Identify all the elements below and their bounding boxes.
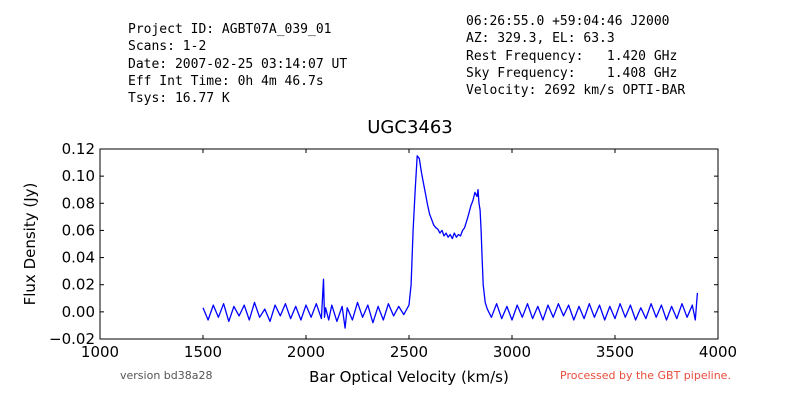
az-el-text: AZ: 329.3, EL: 63.3 [466, 31, 615, 47]
x-tick-label: 1000 [81, 343, 119, 361]
scans-text: Scans: 1-2 [128, 39, 207, 55]
pipeline-credit: Processed by the GBT pipeline. [560, 369, 731, 382]
y-tick-label: 0.02 [62, 276, 95, 294]
x-tick-label: 4000 [699, 343, 737, 361]
x-axis-label: Bar Optical Velocity (km/s) [309, 368, 509, 386]
date-text: Date: 2007-02-25 03:14:07 UT [128, 56, 348, 72]
x-tick-label: 1500 [184, 343, 222, 361]
y-tick-label: 0.12 [62, 140, 95, 158]
plot-frame [99, 148, 719, 340]
x-tick-label: 2500 [390, 343, 428, 361]
tick-layer: 1000 1500 2000 2500 3000 3500 4000 −0.02 0.00 0.0… [49, 140, 737, 361]
y-tick-label: 0.06 [62, 221, 95, 239]
sky-frequency-text: Sky Frequency: 1.408 GHz [466, 65, 678, 81]
coordinates-text: 06:26:55.0 +59:04:46 J2000 [466, 14, 670, 29]
rest-frequency-text: Rest Frequency: 1.420 GHz [466, 48, 678, 64]
x-tick-label: 3500 [596, 343, 634, 361]
x-tick-label: 3000 [493, 343, 531, 361]
y-axis-label: Flux Density (Jy) [21, 183, 39, 306]
tsys-text: Tsys: 16.77 K [128, 91, 230, 107]
header-left-block: Project ID: AGBT07A_039_01 Scans: 1-2 Da… [128, 21, 347, 107]
y-tick-label: 0.08 [62, 194, 95, 212]
y-tick-label: −0.02 [49, 330, 95, 348]
spectrum-line [202, 155, 699, 329]
version-label: version bd38a28 [120, 369, 213, 382]
y-tick-label: 0.04 [62, 249, 95, 267]
y-tick-label: 0.10 [62, 167, 95, 185]
x-tick-label: 2000 [287, 343, 325, 361]
y-tick-label: 0.00 [62, 303, 95, 321]
header-right-block: 06:26:55.0 +59:04:46 J2000 AZ: 329.3, EL… [466, 13, 685, 99]
velocity-text: Velocity: 2692 km/s OPTI-BAR [466, 83, 686, 99]
int-time-text: Eff Int Time: 0h 4m 46.7s [128, 73, 324, 89]
chart-title: UGC3463 [367, 117, 453, 138]
project-id-text: Project ID: AGBT07A_039_01 [128, 22, 332, 37]
